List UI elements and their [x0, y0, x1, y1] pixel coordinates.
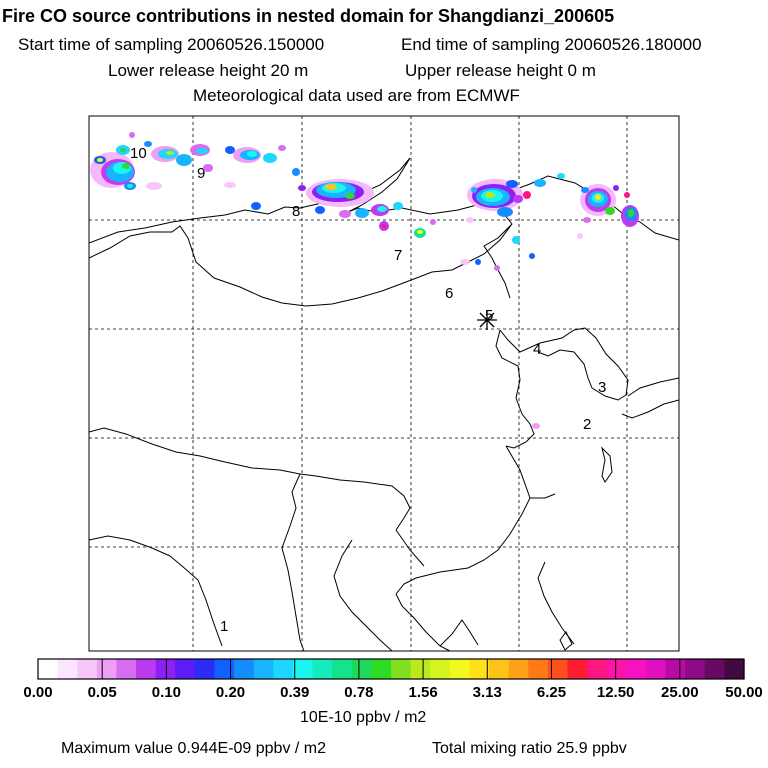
colorbar-cell — [685, 659, 706, 679]
colorbar-cell — [253, 659, 274, 679]
colorbar-cell — [136, 659, 157, 679]
colorbar-tick-label: 1.56 — [408, 684, 438, 701]
trajectory-label-10: 10 — [130, 145, 147, 162]
colorbar-tick-label: 0.00 — [23, 684, 53, 701]
colorbar-cell — [234, 659, 255, 679]
colorbar-cell — [724, 659, 745, 679]
colorbar-cell — [391, 659, 412, 679]
colorbar-cell — [567, 659, 588, 679]
colorbar-cell — [489, 659, 510, 679]
colorbar-cell — [312, 659, 333, 679]
colorbar-cell — [292, 659, 314, 679]
colorbar-cell — [508, 659, 529, 679]
trajectory-label-5: 5 — [485, 307, 493, 324]
colorbar-cell — [645, 659, 667, 679]
trajectory-label-6: 6 — [445, 285, 453, 302]
colorbar-tick-label: 3.13 — [472, 684, 502, 701]
colorbar-cell — [273, 659, 294, 679]
trajectory-label-3: 3 — [598, 379, 606, 396]
start-time-label: Start time of sampling 20060526.150000 — [18, 35, 325, 54]
colorbar-tick-label: 6.25 — [536, 684, 567, 701]
coastlines-borders — [89, 157, 679, 651]
colorbar-cell — [57, 659, 78, 679]
colorbar-tick-label: 0.05 — [87, 684, 117, 701]
asterisk-icon — [477, 310, 497, 330]
colorbar-tick-label: 0.39 — [280, 684, 310, 701]
colorbar-cell — [371, 659, 392, 679]
colorbar-cell — [116, 659, 137, 679]
colorbar-cell — [194, 659, 216, 679]
colorbar-cell — [587, 659, 608, 679]
colorbar-cell — [449, 659, 471, 679]
colorbar-tick-label: 0.78 — [344, 684, 374, 701]
colorbar-cell — [214, 659, 235, 679]
colorbar-cell — [351, 659, 372, 679]
trajectory-label-1: 1 — [220, 618, 228, 635]
colorbar-cell — [410, 659, 431, 679]
colorbar-units-label: 10E-10 ppbv / m2 — [300, 709, 427, 726]
trajectory-label-9: 9 — [197, 165, 205, 182]
colorbar-cell — [175, 659, 196, 679]
colorbar-cell — [38, 659, 59, 679]
colorbar-cell — [96, 659, 118, 679]
colorbar-tick-label: 0.10 — [151, 684, 181, 701]
colorbar-cell — [665, 659, 686, 679]
colorbar-tick-label: 25.00 — [661, 684, 699, 701]
plume-cluster-west — [90, 132, 300, 210]
colorbar-tick-label: 0.20 — [215, 684, 246, 701]
colorbar-cell — [626, 659, 647, 679]
colorbar-cell — [606, 659, 627, 679]
trajectory-label-7: 7 — [394, 247, 402, 264]
colorbar-tick-label: 50.00 — [725, 684, 763, 701]
plot-title: Fire CO source contributions in nested d… — [2, 6, 615, 26]
colorbar-cell — [77, 659, 98, 679]
colorbar-cell — [430, 659, 451, 679]
plume-cluster-central — [298, 179, 436, 238]
trajectory-label-2: 2 — [583, 416, 591, 433]
colorbar-cell — [155, 659, 176, 679]
trajectory-label-8: 8 — [292, 203, 300, 220]
end-time-label: End time of sampling 20060526.180000 — [401, 35, 702, 54]
fire-co-plume — [90, 132, 639, 429]
lower-release-height-label: Lower release height 20 m — [108, 61, 309, 80]
colorbar-cell — [332, 659, 353, 679]
colorbar-cell — [469, 659, 490, 679]
total-mixing-ratio-label: Total mixing ratio 25.9 ppbv — [432, 740, 627, 757]
upper-release-height-label: Upper release height 0 m — [405, 61, 596, 80]
meteorological-data-label: Meteorological data used are from ECMWF — [193, 86, 520, 105]
colorbar-cell — [528, 659, 549, 679]
colorbar-cell — [547, 659, 569, 679]
plume-cluster-east — [460, 173, 639, 429]
colorbar-cell — [704, 659, 725, 679]
maximum-value-label: Maximum value 0.944E-09 ppbv / m2 — [61, 740, 327, 757]
colorbar-tick-label: 12.50 — [596, 684, 635, 701]
trajectory-label-4: 4 — [533, 341, 541, 358]
